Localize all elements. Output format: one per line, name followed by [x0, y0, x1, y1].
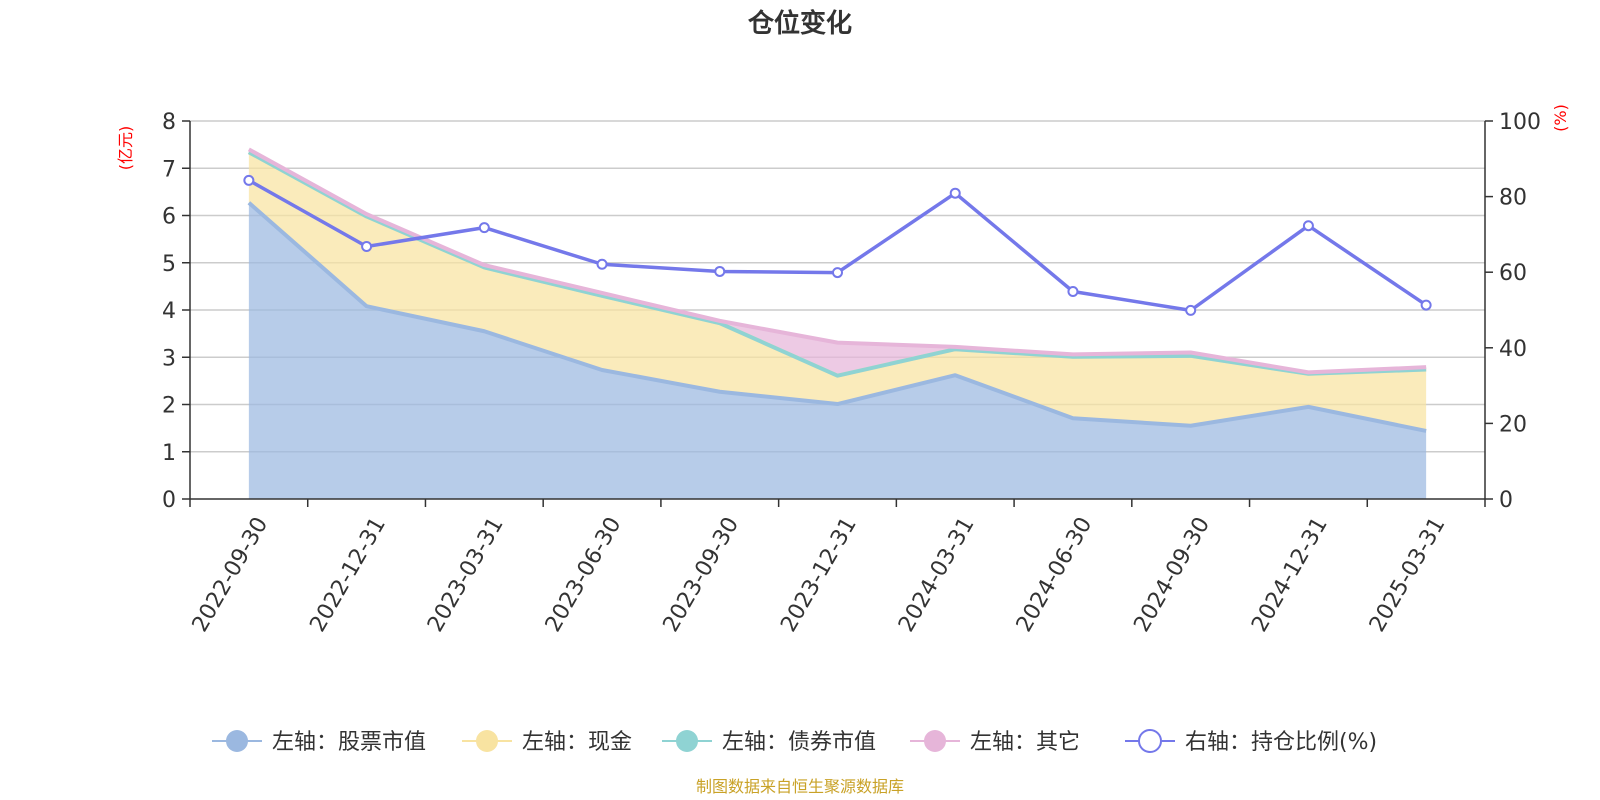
line-point: [361, 240, 373, 252]
line-point: [1067, 285, 1079, 297]
left-axis-tick-label: 5: [162, 252, 176, 277]
left-axis-tick-label: 3: [162, 346, 176, 371]
x-axis-tick-label: 2024-09-30: [1129, 513, 1215, 636]
x-axis-tick-label: 2023-12-31: [776, 513, 862, 636]
x-axis-tick-label: 2024-03-31: [894, 513, 980, 636]
x-axis-tick-label: 2024-12-31: [1247, 513, 1333, 636]
legend-label: 左轴：债券市值: [722, 730, 876, 755]
area-左轴：股票市值: [248, 202, 1427, 499]
legend-symbol: [476, 730, 498, 752]
area-edge-左轴：其它: [247, 147, 1427, 375]
chart-title: 仓位变化: [747, 8, 852, 39]
legend-symbol: [1138, 729, 1162, 753]
x-axis-tick-label: 2024-06-30: [1012, 513, 1098, 636]
legend-label: 右轴：持仓比例(%): [1185, 730, 1377, 755]
right-axis-tick-label: 100: [1499, 110, 1541, 135]
right-axis-tick-label: 40: [1499, 337, 1527, 362]
legend-symbol: [226, 730, 248, 752]
x-axis-tick-label: 2023-06-30: [541, 513, 627, 636]
line-point: [596, 258, 608, 270]
x-axis-tick-label: 2022-12-31: [305, 513, 391, 636]
data-source-note: 制图数据来自恒生聚源数据库: [696, 777, 904, 796]
right-axis-tick-label: 60: [1499, 261, 1527, 286]
line-point: [949, 187, 961, 199]
legend-label: 左轴：其它: [970, 730, 1080, 755]
area-edge-左轴：债券市值: [247, 150, 1427, 378]
legend-symbol: [924, 730, 946, 752]
left-axis-tick-label: 8: [162, 110, 176, 135]
line-point: [1420, 299, 1432, 311]
line-point: [1302, 220, 1314, 232]
line-point: [714, 265, 726, 277]
line-point: [1185, 304, 1197, 316]
line-series: [243, 174, 1432, 316]
left-axis-tick-label: 2: [162, 394, 176, 419]
x-axis-tick-label: 2023-03-31: [423, 513, 509, 636]
x-axis-tick-label: 2022-09-30: [188, 513, 274, 636]
legend-label: 左轴：股票市值: [272, 730, 426, 755]
right-axis-tick-label: 20: [1499, 412, 1527, 437]
area-edge-左轴：股票市值: [247, 201, 1427, 433]
legend: 左轴：股票市值 左轴：现金 左轴：债券市值 左轴：其它 右轴：持仓比例(%): [212, 729, 1377, 755]
legend-symbol: [676, 730, 698, 752]
right-axis-unit: (%): [1551, 104, 1570, 132]
line-point: [478, 222, 490, 234]
legend-label: 左轴：现金: [522, 730, 632, 755]
left-axis-tick-label: 1: [162, 441, 176, 466]
right-axis-tick-label: 0: [1499, 488, 1513, 513]
line-point: [832, 267, 843, 279]
x-axis-tick-label: 2023-09-30: [659, 513, 745, 636]
area-左轴：现金: [248, 152, 1427, 431]
left-axis-tick-label: 0: [162, 488, 176, 513]
left-axis-tick-label: 4: [162, 299, 176, 324]
right-axis-tick-label: 80: [1499, 186, 1527, 211]
x-axis-tick-label: 2025-03-31: [1365, 513, 1451, 636]
left-axis-tick-label: 6: [162, 205, 176, 230]
line-point: [243, 174, 255, 186]
area-series: [247, 147, 1427, 499]
left-axis-unit: (亿元): [116, 126, 135, 171]
left-axis-tick-label: 7: [162, 157, 176, 182]
